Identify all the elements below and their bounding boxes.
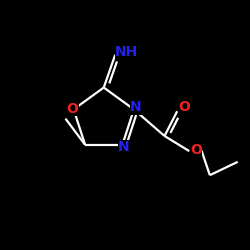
Text: NH: NH xyxy=(115,45,138,59)
Text: O: O xyxy=(66,102,78,116)
Text: O: O xyxy=(178,100,190,114)
Text: N: N xyxy=(130,100,141,114)
Text: O: O xyxy=(190,143,202,157)
Text: N: N xyxy=(118,140,129,154)
